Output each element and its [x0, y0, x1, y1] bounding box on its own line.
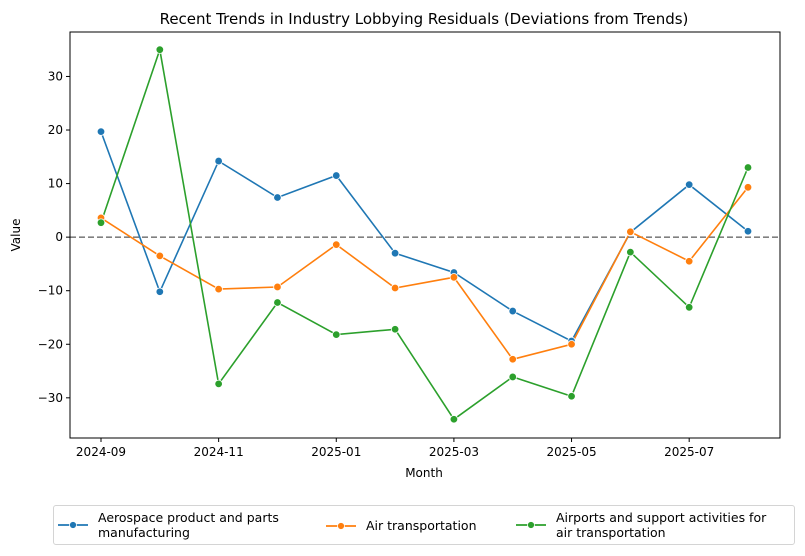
data-point-1-7 — [508, 355, 517, 364]
series-line-0 — [100, 131, 749, 343]
legend: Aerospace product and parts manufacturin… — [53, 505, 795, 545]
plot-frame — [69, 31, 781, 439]
data-point-2-1 — [155, 45, 165, 54]
data-point-2-8 — [567, 392, 576, 401]
y-tick-label: 10 — [48, 177, 63, 191]
series-line-1 — [100, 186, 749, 361]
y-tick-label: 30 — [48, 69, 63, 83]
legend-item-air-transportation: Air transportation — [326, 518, 477, 533]
line-chart: Recent Trends in Industry Lobbying Resid… — [9, 10, 781, 480]
data-point-2-3 — [273, 298, 282, 307]
data-point-2-5 — [390, 325, 400, 334]
x-axis: 2024-09 2024-11 2025-01 2025-03 2025-05 2025-… — [76, 438, 714, 459]
x-tick-label: 2025-03 — [429, 445, 479, 459]
series-line-2 — [100, 49, 749, 421]
data-point-1-4 — [332, 240, 341, 249]
data-point-0-5 — [390, 249, 400, 258]
data-point-2-2 — [214, 379, 223, 389]
x-tick-label: 2025-05 — [546, 445, 596, 459]
y-tick-label: 20 — [48, 123, 63, 137]
data-point-1-11 — [743, 183, 753, 192]
data-point-0-2 — [214, 156, 223, 166]
data-point-1-5 — [390, 283, 400, 293]
data-point-2-7 — [508, 372, 517, 382]
legend-item-airports: Airports and support activities for air … — [516, 510, 766, 540]
legend-label-line: Airports and support activities for — [556, 510, 767, 525]
legend-item-aerospace: Aerospace product and parts manufacturin… — [58, 510, 279, 540]
data-point-1-3 — [273, 282, 282, 292]
legend-marker-icon — [326, 521, 356, 530]
data-point-2-10 — [684, 303, 694, 312]
data-point-1-1 — [155, 251, 165, 261]
data-point-0-4 — [332, 171, 341, 180]
data-point-0-7 — [508, 306, 517, 316]
legend-marker-icon — [516, 521, 546, 529]
x-tick-label: 2024-11 — [194, 445, 244, 459]
data-point-2-4 — [332, 330, 341, 339]
data-point-2-11 — [743, 163, 753, 172]
y-tick-label: −30 — [38, 391, 63, 405]
data-point-1-8 — [567, 340, 576, 349]
legend-marker-icon — [58, 521, 88, 529]
legend-label-line: manufacturing — [98, 525, 190, 540]
legend-label-line: Air transportation — [366, 518, 477, 533]
data-point-2-6 — [449, 415, 459, 424]
data-point-1-10 — [684, 257, 694, 266]
x-axis-label: Month — [405, 466, 443, 480]
data-point-0-10 — [684, 180, 694, 189]
legend-label-line: air transportation — [556, 525, 666, 540]
data-point-0-3 — [273, 193, 282, 202]
x-tick-label: 2024-09 — [76, 445, 126, 459]
data-point-2-0 — [96, 218, 106, 227]
y-tick-label: 0 — [55, 230, 63, 244]
y-tick-label: −20 — [38, 337, 63, 351]
x-tick-label: 2025-01 — [311, 445, 361, 459]
data-point-0-11 — [743, 227, 753, 236]
data-point-1-9 — [626, 227, 635, 236]
data-point-2-9 — [626, 247, 635, 257]
x-tick-label: 2025-07 — [664, 445, 714, 459]
y-axis: 30 20 10 0 −10 −20 −30 — [38, 69, 70, 405]
chart-title: Recent Trends in Industry Lobbying Resid… — [160, 10, 689, 28]
plot-area — [69, 31, 781, 439]
data-point-0-0 — [96, 127, 106, 136]
data-point-1-2 — [214, 284, 223, 294]
data-point-0-1 — [155, 287, 165, 296]
data-point-1-6 — [449, 273, 459, 282]
legend-label-line: Aerospace product and parts — [98, 510, 279, 525]
y-axis-label: Value — [9, 219, 23, 252]
y-tick-label: −10 — [38, 284, 63, 298]
